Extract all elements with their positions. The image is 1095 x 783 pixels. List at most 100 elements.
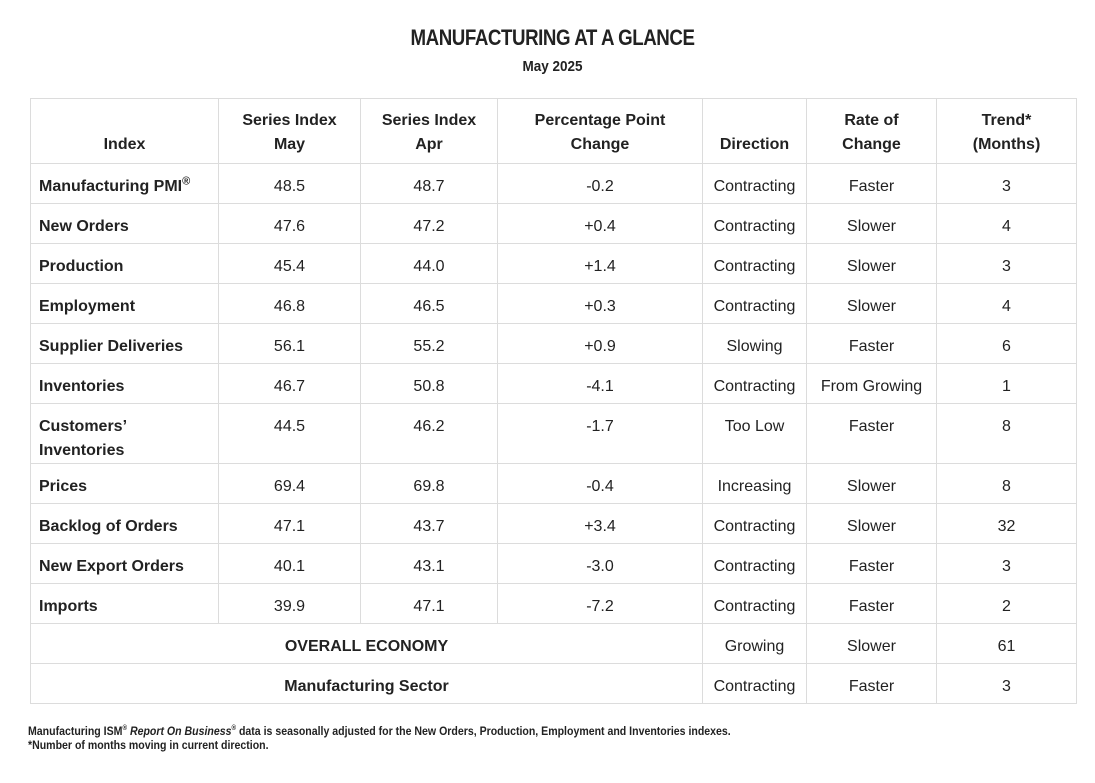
cell: -4.1	[497, 363, 703, 404]
cell: Contracting	[702, 203, 807, 244]
cell: Contracting	[702, 503, 807, 544]
cell-line: May	[273, 136, 306, 153]
cell: 56.1	[218, 323, 361, 364]
summary-row: Manufacturing Sector Contracting Faster 3	[30, 663, 1077, 704]
footnote-text: data is seasonally adjusted for the New …	[238, 724, 731, 738]
cell-line: Production	[39, 258, 124, 275]
index-cell: Supplier Deliveries	[30, 323, 219, 364]
cell: 46.7	[218, 363, 361, 404]
index-cell: Production	[30, 243, 219, 284]
cell-line: Series Index	[242, 112, 337, 129]
cell-line: Apr	[415, 136, 443, 153]
cell: 47.1	[218, 503, 361, 544]
index-cell: Backlog of Orders	[30, 503, 219, 544]
table-row: Production 45.4 44.0 +1.4 Contracting Slower 3	[30, 243, 1077, 284]
table-row: Prices 69.4 69.8 -0.4 Increasing Slower 8	[30, 463, 1077, 504]
cell-line: Percentage Point	[534, 112, 666, 129]
footnote-sup: ®	[231, 725, 237, 732]
cell: Contracting	[702, 583, 807, 624]
cell: -0.4	[497, 463, 703, 504]
cell: 50.8	[360, 363, 498, 404]
cell: Faster	[806, 403, 937, 464]
column-header: Index	[30, 98, 219, 164]
data-table: Index Series Index May Series Index Apr Perce…	[30, 98, 1077, 704]
table-body: Manufacturing PMI® 48.5 48.7 -0.2 Contractin…	[30, 163, 1077, 704]
cell: Contracting	[702, 663, 807, 704]
header-row: Index Series Index May Series Index Apr Perce…	[30, 98, 1077, 164]
cell: 8	[936, 463, 1077, 504]
cell: Faster	[806, 583, 937, 624]
cell: Faster	[806, 543, 937, 584]
table-row: New Export Orders 40.1 43.1 -3.0 Contracting…	[30, 543, 1077, 584]
cell: 43.1	[360, 543, 498, 584]
cell: 43.7	[360, 503, 498, 544]
cell: -0.2	[497, 163, 703, 204]
column-header: Series Index May	[218, 98, 361, 164]
cell: 48.5	[218, 163, 361, 204]
cell: +0.9	[497, 323, 703, 364]
cell: 39.9	[218, 583, 361, 624]
footnote-line: Manufacturing ISM® Report On Business® d…	[28, 724, 731, 738]
cell: +3.4	[497, 503, 703, 544]
cell: Growing	[702, 623, 807, 664]
cell: 47.1	[360, 583, 498, 624]
cell-line: Backlog of Orders	[39, 518, 178, 535]
cell: 44.0	[360, 243, 498, 284]
cell-line: New Export Orders	[39, 558, 184, 575]
table-row: New Orders 47.6 47.2 +0.4 Contracting Slower 4	[30, 203, 1077, 244]
column-header: Trend* (Months)	[936, 98, 1077, 164]
column-header: Direction	[702, 98, 807, 164]
index-cell: Customers’ Inventories	[30, 403, 219, 464]
cell: 32	[936, 503, 1077, 544]
cell: +0.3	[497, 283, 703, 324]
cell: Slower	[806, 243, 937, 284]
cell-line: Manufacturing PMI	[39, 178, 183, 195]
column-header: Series Index Apr	[360, 98, 498, 164]
cell: Contracting	[702, 543, 807, 584]
cell-line: Inventories	[39, 442, 125, 459]
cell-line: New Orders	[39, 218, 129, 235]
cell: 69.8	[360, 463, 498, 504]
cell-line: Customers’	[39, 418, 128, 435]
cell-line: Inventories	[39, 378, 125, 395]
cell-line: Change	[570, 136, 630, 153]
cell-line: Index	[103, 136, 146, 153]
table-row: Supplier Deliveries 56.1 55.2 +0.9 Slowing Fa…	[30, 323, 1077, 364]
subtitle: May 2025	[522, 58, 583, 75]
cell: 8	[936, 403, 1077, 464]
cell-line: Trend*	[981, 112, 1032, 129]
table-row: Backlog of Orders 47.1 43.7 +3.4 Contracting…	[30, 503, 1077, 544]
cell: Faster	[806, 163, 937, 204]
cell: Slower	[806, 463, 937, 504]
cell: -7.2	[497, 583, 703, 624]
cell: -1.7	[497, 403, 703, 464]
cell: 2	[936, 583, 1077, 624]
cell-line: Employment	[39, 298, 136, 315]
cell: Too Low	[702, 403, 807, 464]
cell: 48.7	[360, 163, 498, 204]
table-row: Imports 39.9 47.1 -7.2 Contracting Faster 2	[30, 583, 1077, 624]
cell-line: (Months)	[972, 136, 1041, 153]
cell: 45.4	[218, 243, 361, 284]
cell: 6	[936, 323, 1077, 364]
index-cell: Employment	[30, 283, 219, 324]
cell: Slower	[806, 503, 937, 544]
cell: Faster	[806, 323, 937, 364]
cell-line: Change	[842, 136, 901, 153]
cell: 44.5	[218, 403, 361, 464]
cell: 40.1	[218, 543, 361, 584]
cell: 1	[936, 363, 1077, 404]
footnote-text: Manufacturing ISM	[28, 724, 123, 738]
cell: 3	[936, 163, 1077, 204]
cell: Slowing	[702, 323, 807, 364]
cell-line: Imports	[39, 598, 98, 615]
cell: Increasing	[702, 463, 807, 504]
cell: Faster	[806, 663, 937, 704]
cell: 46.2	[360, 403, 498, 464]
index-cell: New Export Orders	[30, 543, 219, 584]
column-header: Percentage Point Change	[497, 98, 703, 164]
index-cell: Manufacturing PMI®	[30, 163, 219, 204]
cell: 3	[936, 243, 1077, 284]
table-row: Inventories 46.7 50.8 -4.1 Contracting From G…	[30, 363, 1077, 404]
cell: 3	[936, 663, 1077, 704]
